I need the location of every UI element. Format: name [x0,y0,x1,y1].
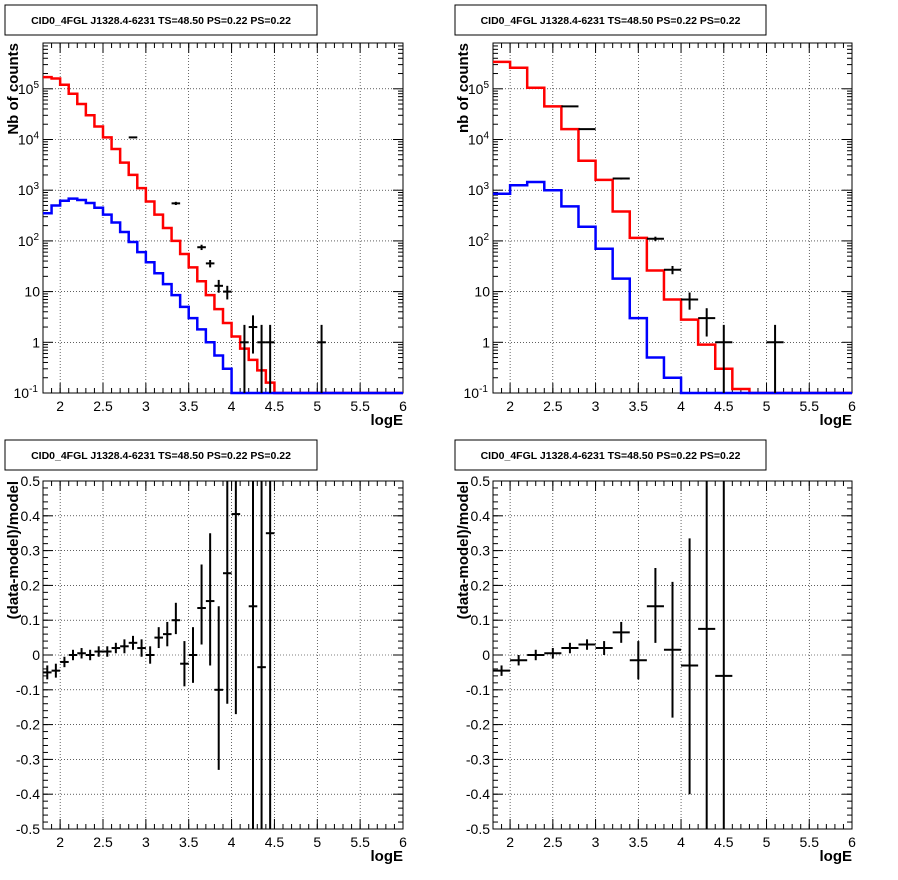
x-axis-label: logE [820,412,853,429]
x-axis-label: logE [371,412,404,429]
x-tick-label: 2 [506,398,514,414]
x-tick-label: 4 [228,398,236,414]
y-tick-label: -0.3 [466,751,490,767]
y-tick-label: 10 [24,284,40,300]
x-tick-label: 2 [56,398,64,414]
x-tick-label: 3 [142,398,150,414]
x-tick-label: 2.5 [543,398,563,414]
y-axis-label: (data-model)/model [455,481,472,619]
x-tick-label: 4 [228,834,236,850]
x-tick-label: 4.5 [714,834,734,850]
y-tick-label: 0 [32,647,40,663]
y-tick-label: 10-1 [464,384,489,401]
y-tick-label: 0.4 [471,508,491,524]
x-tick-label: 5 [763,834,771,850]
y-tick-label: -0.4 [16,786,40,802]
data-point [129,137,138,138]
x-tick-label: 4.5 [265,834,285,850]
data-point [613,177,630,179]
x-tick-label: 5.5 [350,834,370,850]
chart-title: CID0_4FGL J1328.4-6231 TS=48.50 PS=0.22 … [31,450,291,462]
x-tick-label: 2.5 [543,834,563,850]
y-tick-label: 0.1 [471,612,491,628]
y-tick-label: 103 [468,181,490,198]
x-tick-label: 4.5 [714,398,734,414]
x-tick-label: 5 [313,834,321,850]
x-tick-label: 2 [506,834,514,850]
y-tick-label: -0.2 [466,717,490,733]
y-tick-label: 10 [474,284,490,300]
y-tick-label: -0.3 [16,751,40,767]
y-tick-label: 10-1 [14,384,39,401]
x-tick-label: 3.5 [179,834,199,850]
y-tick-label: 0.1 [21,612,41,628]
y-tick-label: 0.4 [21,508,41,524]
y-tick-label: 102 [468,232,490,249]
x-tick-label: 2.5 [93,834,113,850]
x-axis-label: logE [820,848,853,865]
x-tick-label: 3 [592,834,600,850]
x-tick-label: 5 [763,398,771,414]
x-tick-label: 3.5 [179,398,199,414]
y-axis-label: Nb of counts [5,43,22,135]
x-tick-label: 3.5 [629,398,649,414]
y-tick-label: -0.4 [466,786,490,802]
y-tick-label: 0.2 [471,577,491,593]
y-tick-label: 0.2 [21,577,41,593]
x-tick-label: 4 [677,398,685,414]
x-tick-label: 4.5 [265,398,285,414]
x-tick-label: 2.5 [93,398,113,414]
y-tick-label: 1 [482,334,490,350]
chart-title: CID0_4FGL J1328.4-6231 TS=48.50 PS=0.22 … [481,15,741,27]
x-tick-label: 5 [313,398,321,414]
y-tick-label: 103 [18,181,40,198]
x-tick-label: 5.5 [800,398,820,414]
y-axis-label: nb of counts [455,43,472,133]
y-tick-label: 0.5 [471,473,491,489]
y-tick-label: 0 [482,647,490,663]
data-point [578,129,595,130]
x-tick-label: 5.5 [350,398,370,414]
chart-title: CID0_4FGL J1328.4-6231 TS=48.50 PS=0.22 … [31,15,291,27]
x-tick-label: 3 [592,398,600,414]
x-tick-label: 3.5 [629,834,649,850]
y-axis-label: (data-model)/model [5,481,22,619]
y-tick-label: -0.1 [466,682,490,698]
y-tick-label: -0.5 [16,821,40,837]
y-tick-label: 1 [32,334,40,350]
x-tick-label: 4 [677,834,685,850]
y-tick-label: 102 [18,232,40,249]
x-tick-label: 3 [142,834,150,850]
y-tick-label: -0.5 [466,821,490,837]
y-tick-label: -0.2 [16,717,40,733]
y-tick-label: 0.3 [471,543,491,559]
plot-frame [43,43,403,393]
plot-frame [493,43,852,393]
y-tick-label: 0.3 [21,543,41,559]
x-tick-label: 5.5 [800,834,820,850]
y-tick-label: -0.1 [16,682,40,698]
x-axis-label: logE [371,848,404,865]
chart-title: CID0_4FGL J1328.4-6231 TS=48.50 PS=0.22 … [481,450,741,462]
x-tick-label: 2 [56,834,64,850]
y-tick-label: 0.5 [21,473,41,489]
